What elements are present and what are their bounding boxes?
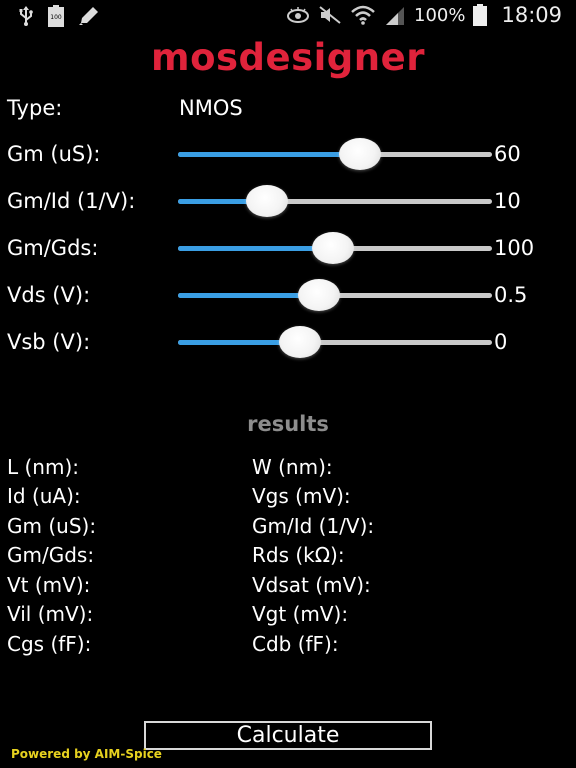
powered-by-link[interactable]: Powered by AIM-Spice: [11, 747, 162, 761]
gm-label: Gm (uS):: [7, 142, 101, 166]
slider-thumb[interactable]: [298, 279, 341, 311]
slider-fill: [178, 246, 334, 251]
eye-icon: [286, 6, 310, 24]
slider-fill: [178, 293, 320, 298]
result-gm-id-label: Gm/Id (1/V):: [252, 514, 375, 538]
usb-icon: [18, 6, 34, 26]
slider-thumb[interactable]: [312, 232, 355, 264]
gm-gds-label: Gm/Gds:: [7, 236, 99, 260]
gm-value: 60: [494, 142, 521, 166]
result-gm-label: Gm (uS):: [7, 514, 97, 538]
gm-id-label: Gm/Id (1/V):: [7, 189, 136, 213]
gm-id-slider[interactable]: [178, 185, 492, 217]
results-header: results: [247, 412, 329, 436]
mute-icon: [318, 5, 342, 25]
result-id-label: Id (uA):: [7, 484, 81, 508]
slider-thumb[interactable]: [246, 185, 289, 217]
slider-track: [178, 340, 492, 345]
result-cgs-label: Cgs (fF):: [7, 632, 92, 656]
slider-fill: [178, 199, 268, 204]
result-vgt-label: Vgt (mV):: [252, 602, 349, 626]
result-vdsat-label: Vdsat (mV):: [252, 573, 371, 597]
wifi-icon: [350, 5, 376, 25]
vds-value: 0.5: [494, 283, 528, 307]
result-cdb-label: Cdb (fF):: [252, 632, 339, 656]
battery-percent: 100%: [414, 4, 466, 26]
result-gm-gds-label: Gm/Gds:: [7, 543, 95, 567]
result-w-label: W (nm):: [252, 455, 333, 479]
result-vgs-label: Vgs (mV):: [252, 484, 351, 508]
gm-gds-value: 100: [494, 236, 535, 260]
clock: 18:09: [501, 3, 562, 27]
gm-id-value: 10: [494, 189, 521, 213]
vds-slider[interactable]: [178, 279, 492, 311]
signal-icon: [384, 5, 406, 25]
type-label: Type:: [7, 96, 63, 120]
battery-badge-text: 100: [50, 14, 62, 21]
battery-badge-icon: 100: [48, 5, 64, 27]
calculate-button[interactable]: Calculate: [144, 721, 432, 750]
slider-thumb[interactable]: [339, 138, 382, 170]
battery-icon: [473, 4, 488, 26]
vsb-label: Vsb (V):: [7, 330, 91, 354]
result-vil-label: Vil (mV):: [7, 602, 94, 626]
slider-fill: [178, 340, 300, 345]
status-bar: 100: [0, 0, 576, 30]
status-bar-notifications: 100: [18, 5, 100, 27]
app-title: mosdesigner: [151, 36, 425, 79]
type-value[interactable]: NMOS: [179, 96, 243, 120]
slider-thumb[interactable]: [278, 326, 321, 358]
vsb-slider[interactable]: [178, 326, 492, 358]
result-rds-label: Rds (kΩ):: [252, 543, 345, 567]
result-vt-label: Vt (mV):: [7, 573, 91, 597]
gm-slider[interactable]: [178, 138, 492, 170]
status-bar-system: 100% 18:09: [286, 3, 562, 27]
vsb-value: 0: [494, 330, 508, 354]
slider-track: [178, 199, 492, 204]
result-l-label: L (nm):: [7, 455, 80, 479]
gm-gds-slider[interactable]: [178, 232, 492, 264]
vds-label: Vds (V):: [7, 283, 91, 307]
slider-fill: [178, 152, 361, 157]
pencil-icon: [78, 6, 100, 26]
